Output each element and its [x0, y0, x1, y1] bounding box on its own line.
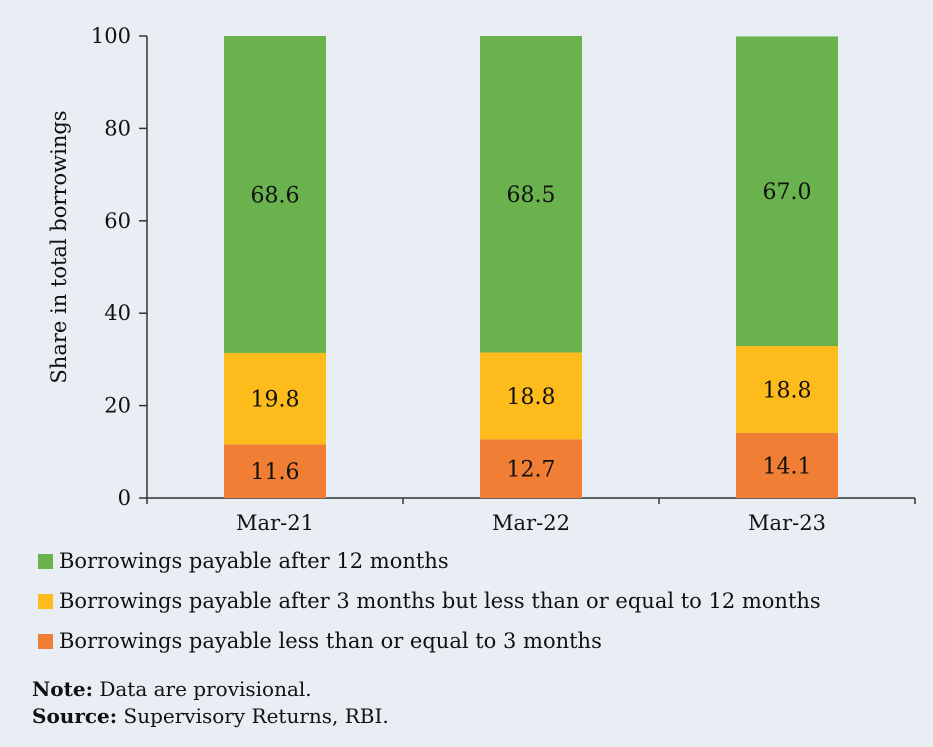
y-tick-label: 80	[104, 116, 131, 140]
bar-data-label: 14.1	[763, 454, 812, 479]
legend-swatch	[38, 553, 53, 569]
source-text: Supervisory Returns, RBI.	[123, 704, 389, 728]
y-tick-label: 60	[104, 209, 131, 233]
notes: Note: Data are provisional. Source: Supe…	[32, 676, 389, 730]
bar-data-label: 11.6	[251, 460, 300, 485]
note-text: Data are provisional.	[99, 677, 312, 701]
y-tick-label: 40	[104, 301, 131, 325]
y-tick-label: 20	[104, 394, 131, 418]
bar-data-label: 12.7	[507, 458, 556, 483]
y-tick-label: 0	[118, 486, 131, 510]
bar-segment	[736, 346, 838, 433]
bar-data-label: 67.0	[763, 180, 812, 205]
bar-data-label: 18.8	[763, 378, 812, 403]
legend-item-after-12-months: Borrowings payable after 12 months	[38, 548, 821, 574]
x-tick-label: Mar-22	[492, 511, 570, 535]
bar-data-label: 19.8	[251, 388, 300, 413]
legend-item-up-to-3-months: Borrowings payable less than or equal to…	[38, 628, 821, 654]
legend-item-3-to-12-months: Borrowings payable after 3 months but le…	[38, 588, 821, 614]
bar-data-label: 18.8	[507, 385, 556, 410]
legend-swatch	[38, 593, 53, 609]
bar-segment	[224, 352, 326, 445]
bar-segment	[480, 439, 582, 498]
bar-segment	[736, 36, 838, 347]
note-label: Note:	[32, 677, 93, 701]
bar-segment	[224, 36, 326, 353]
y-tick-label: 100	[91, 24, 131, 48]
bar-data-label: 68.6	[251, 183, 300, 208]
stacked-bar-chart: 0 20 40 60 80 100 Share in total borrowings 11.…	[47, 24, 916, 535]
legend-swatch	[38, 633, 53, 649]
source-label: Source:	[32, 704, 118, 728]
legend-label: Borrowings payable after 12 months	[59, 549, 449, 573]
bar-segment	[224, 444, 326, 498]
bar-segment	[480, 352, 582, 440]
x-tick-label: Mar-21	[236, 511, 314, 535]
note-line: Note: Data are provisional.	[32, 676, 389, 703]
x-tick-label: Mar-23	[748, 511, 826, 535]
legend: Borrowings payable after 12 months Borro…	[38, 548, 821, 668]
legend-label: Borrowings payable after 3 months but le…	[59, 589, 821, 613]
bar-segment	[736, 432, 838, 498]
bar-segment	[480, 36, 582, 353]
bar-data-label: 68.5	[507, 183, 556, 208]
y-axis-label: Share in total borrowings	[47, 110, 71, 383]
legend-label: Borrowings payable less than or equal to…	[59, 629, 602, 653]
source-line: Source: Supervisory Returns, RBI.	[32, 703, 389, 730]
